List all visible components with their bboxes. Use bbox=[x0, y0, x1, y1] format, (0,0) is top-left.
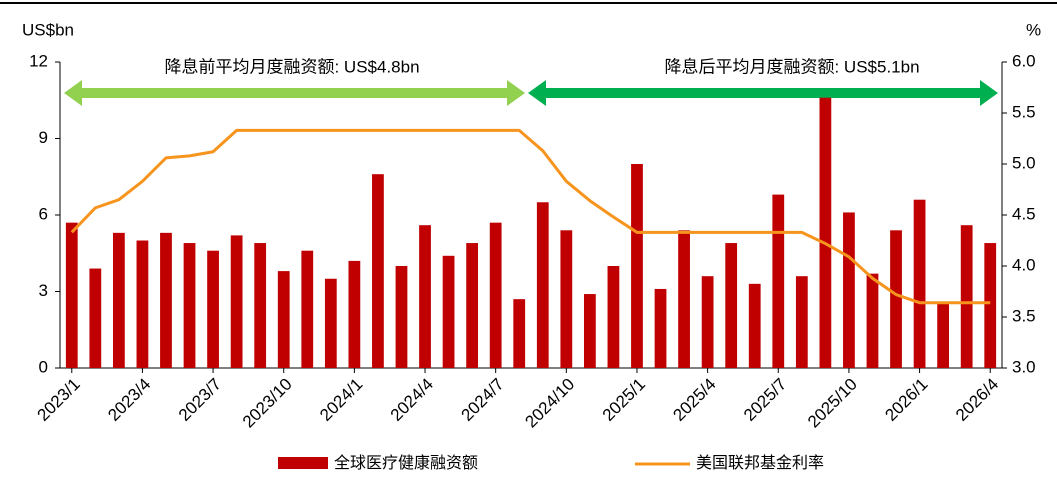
bar bbox=[795, 276, 808, 368]
y-tick-label: 12 bbox=[29, 51, 48, 70]
y2-axis-label: % bbox=[1026, 20, 1041, 39]
line bbox=[70, 128, 991, 305]
y2-tick-label: 5.0 bbox=[1012, 153, 1036, 172]
y-tick-label: 6 bbox=[39, 204, 48, 223]
x-tick-label: 2024/1 bbox=[316, 375, 366, 425]
x-tick-label: 2023/4 bbox=[104, 375, 154, 425]
y2-tick-label: 5.5 bbox=[1012, 102, 1036, 121]
bar bbox=[277, 271, 290, 368]
bar bbox=[442, 255, 455, 368]
x-tick-label: 2025/7 bbox=[740, 375, 790, 425]
bar bbox=[489, 222, 502, 368]
bar bbox=[631, 164, 643, 368]
bar bbox=[654, 288, 667, 368]
y2-tick-label: 4.0 bbox=[1012, 255, 1036, 274]
bar bbox=[301, 250, 314, 368]
y-tick-label: 0 bbox=[39, 357, 48, 376]
bar bbox=[772, 194, 785, 368]
y-axis-label: US$bn bbox=[22, 20, 74, 39]
annotation: 降息后平均月度融资额: US$5.1bn bbox=[664, 57, 919, 76]
y-tick-label: 9 bbox=[39, 128, 48, 147]
bar bbox=[984, 243, 997, 368]
x-tick-label: 2025/1 bbox=[599, 375, 649, 425]
bar bbox=[607, 266, 620, 368]
x-tick-label: 2024/10 bbox=[521, 375, 578, 432]
bar bbox=[513, 299, 526, 368]
bar bbox=[866, 273, 879, 368]
x-tick-label: 2025/10 bbox=[804, 375, 861, 432]
bar bbox=[395, 266, 408, 368]
x-tick-label: 2026/1 bbox=[881, 375, 931, 425]
bar bbox=[419, 225, 431, 368]
bar bbox=[160, 232, 172, 368]
bar bbox=[89, 268, 102, 368]
bar bbox=[324, 278, 337, 368]
bar bbox=[65, 222, 78, 368]
x-tick-label: 2024/4 bbox=[387, 375, 437, 425]
y-tick-label: 3 bbox=[39, 281, 48, 300]
arrow-before bbox=[64, 80, 525, 106]
bar bbox=[112, 232, 125, 368]
bar bbox=[819, 97, 832, 368]
legend-swatch bbox=[278, 457, 328, 469]
bar bbox=[678, 230, 690, 368]
x-tick-label: 2023/1 bbox=[34, 375, 84, 425]
bar bbox=[725, 243, 738, 368]
arrow-after bbox=[528, 80, 998, 106]
x-tick-label: 2023/7 bbox=[175, 375, 225, 425]
bar bbox=[254, 243, 267, 368]
legend-label: 美国联邦基金利率 bbox=[696, 454, 824, 472]
bar bbox=[960, 225, 973, 368]
bar bbox=[348, 260, 361, 368]
y2-tick-label: 4.5 bbox=[1012, 204, 1036, 223]
bar bbox=[372, 174, 384, 368]
x-tick-label: 2023/10 bbox=[239, 375, 296, 432]
y2-tick-label: 3.5 bbox=[1012, 306, 1036, 325]
bar bbox=[136, 240, 149, 368]
bar bbox=[843, 212, 855, 368]
legend-label: 全球医疗健康融资额 bbox=[334, 454, 478, 472]
bar bbox=[701, 276, 714, 368]
x-tick-label: 2024/7 bbox=[457, 375, 507, 425]
bar bbox=[466, 243, 479, 368]
y2-tick-label: 3.0 bbox=[1012, 357, 1036, 376]
bar bbox=[183, 243, 196, 368]
bar bbox=[890, 230, 902, 368]
bar bbox=[536, 202, 549, 368]
bar bbox=[230, 235, 243, 368]
bar bbox=[207, 250, 219, 368]
y2-tick-label: 6.0 bbox=[1012, 51, 1036, 70]
bar bbox=[583, 294, 596, 368]
bar bbox=[560, 230, 573, 368]
bar bbox=[748, 283, 761, 368]
bar bbox=[937, 301, 950, 368]
annotation: 降息前平均月度融资额: US$4.8bn bbox=[164, 57, 419, 76]
x-tick-label: 2025/4 bbox=[669, 375, 719, 425]
bar bbox=[913, 199, 926, 368]
x-tick-label: 2026/4 bbox=[952, 375, 1002, 425]
